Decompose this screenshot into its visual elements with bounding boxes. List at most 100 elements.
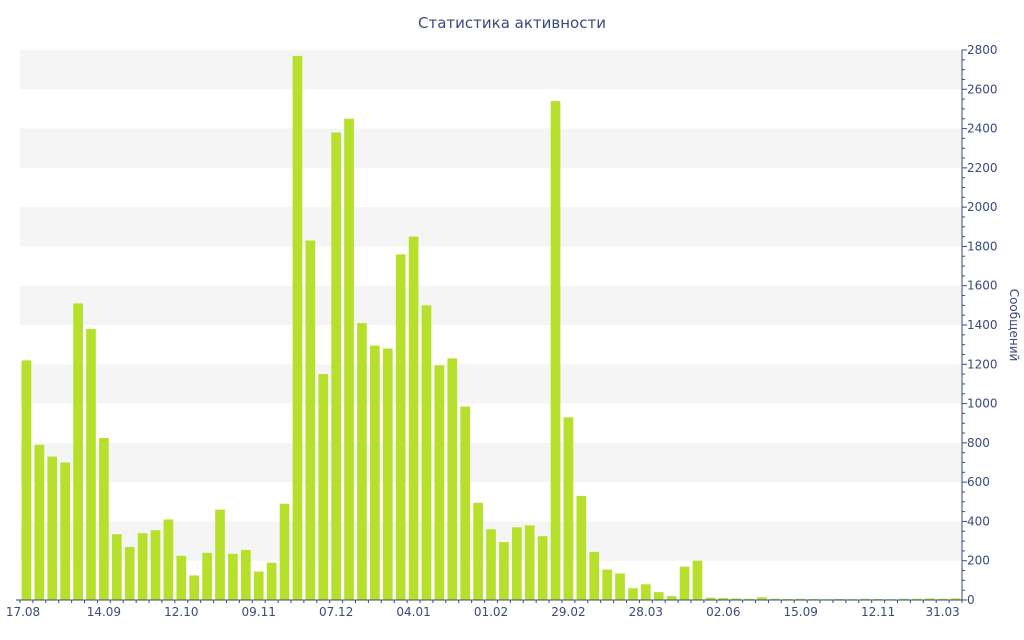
x-tick-label: 01.02 [474,605,508,619]
bar [679,566,690,600]
grid-band [20,442,962,483]
y-tick-label: 0 [967,593,975,607]
x-tick-label: 12.11 [861,605,895,619]
bar [99,437,109,600]
bar [344,118,354,600]
bar [499,542,509,600]
y-tick-label: 1800 [967,239,998,253]
grid-bands [20,50,962,561]
y-tick-label: 1400 [967,318,998,332]
y-tick-label: 600 [967,475,990,489]
y-axis: 0 200 400 600 800 1000 1200 1400 1600 1800 2000 220… [961,43,998,607]
bar [744,598,754,600]
bar [189,575,200,600]
bar [602,569,612,600]
y-tick-label: 200 [967,554,990,568]
grid-band [20,50,962,90]
grid-band [20,364,962,404]
bar [292,55,303,600]
bar [511,527,522,600]
bar [924,598,935,600]
bar [641,584,651,600]
bar [705,597,716,600]
bar [589,551,600,601]
bar [60,462,71,600]
bar [150,530,161,600]
bar [215,509,225,600]
bar [240,549,251,600]
y-tick-label: 2200 [967,161,998,175]
x-tick-label: 28.03 [629,605,663,619]
x-tick-label: 04.01 [396,605,430,619]
x-tick-label: 02.06 [706,605,740,619]
bar [73,303,83,600]
bar [950,598,961,600]
grid-band [20,285,962,325]
bar [653,592,664,600]
x-tick-label: 09.11 [242,605,276,619]
y-tick-label: 2400 [967,122,998,136]
y-tick-label: 1600 [967,279,998,293]
bar [318,374,329,600]
bar [137,533,148,600]
bar [524,525,535,600]
y-tick-label: 2800 [967,43,998,57]
bar [447,358,458,600]
bar [357,323,367,600]
y-tick-label: 2600 [967,82,998,96]
bar [266,562,277,600]
bar [666,596,677,600]
bar [305,240,316,601]
bar [279,503,290,600]
bar [395,254,406,601]
grid-band [20,128,962,168]
bars-group [21,55,961,601]
x-tick-label: 14.09 [87,605,121,619]
bar [331,132,341,600]
x-tick-label: 15.09 [784,605,818,619]
bar [860,598,871,600]
bar [899,598,909,600]
y-tick-label: 2000 [967,200,998,214]
bar [370,345,380,601]
bar [124,546,135,600]
grid-band [20,207,962,247]
y-tick-label: 800 [967,436,990,450]
bar [795,598,806,600]
bar [912,598,922,600]
bar [34,444,45,600]
bar [757,597,767,600]
bar [576,495,587,600]
bar [692,560,703,600]
bar [537,536,548,600]
chart-title: Статистика активности [418,14,606,32]
bar [382,348,393,600]
y-tick-label: 1200 [967,357,998,371]
bar [421,305,432,600]
bar [937,598,948,600]
bar [460,406,471,600]
bar [486,529,496,600]
bar [408,236,419,601]
x-tick-label: 07.12 [319,605,353,619]
bar [111,534,122,600]
bar [176,555,187,600]
bar [770,598,780,600]
x-tick-label: 17.08 [6,605,40,619]
x-tick-label: 29.02 [551,605,585,619]
bar [228,553,238,600]
x-axis: 17.08 14.09 12.10 09.11 07.12 04.01 01.02 29.02… [6,599,963,619]
x-tick-label: 31.03 [925,605,959,619]
y-tick-label: 1000 [967,397,998,411]
bar [615,573,625,600]
bar [731,598,742,600]
bar [21,360,32,600]
bar [86,328,96,600]
y-axis-label: Сообщений [1007,289,1021,362]
bar [718,598,729,600]
bar [253,571,264,600]
bar [628,588,638,600]
bar [550,101,561,600]
